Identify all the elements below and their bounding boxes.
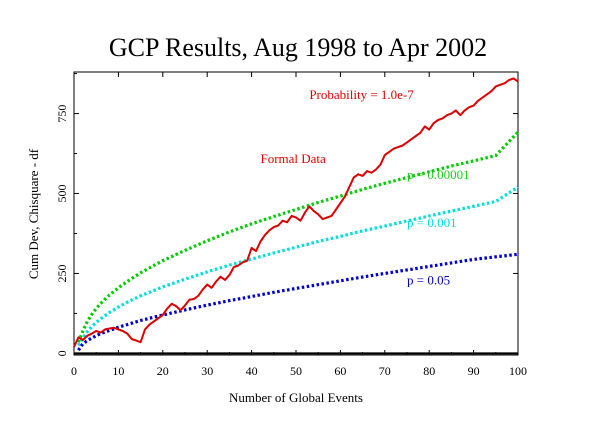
annotation-2: p = 0.00001 bbox=[407, 167, 470, 182]
x-axis-label: Number of Global Events bbox=[229, 390, 363, 405]
x-tick-label-1: 10 bbox=[112, 364, 124, 378]
series-3-line bbox=[73, 77, 519, 348]
x-tick-label-8: 80 bbox=[423, 364, 435, 378]
y-tick-label-1: 250 bbox=[55, 264, 69, 282]
x-tick-label-9: 90 bbox=[468, 364, 480, 378]
series-2-line bbox=[77, 252, 519, 352]
x-tick-label-10: 100 bbox=[509, 364, 527, 378]
y-tick-label-3: 750 bbox=[55, 105, 69, 123]
x-tick-label-3: 30 bbox=[201, 364, 213, 378]
y-axis-label: Cum Dev, Chisquare - df bbox=[26, 148, 41, 279]
annotation-3: p = 0.001 bbox=[407, 215, 457, 230]
plot-layer: 0 10 20 30 40 50 60 70 80 90 100 0 250 500 750 Probabil… bbox=[55, 72, 527, 378]
x-tick-label-5: 50 bbox=[290, 364, 302, 378]
chart-title: GCP Results, Aug 1998 to Apr 2002 bbox=[109, 33, 487, 62]
x-tick-label-4: 40 bbox=[246, 364, 258, 378]
annotation-4: p = 0.05 bbox=[407, 273, 450, 288]
x-tick-label-7: 70 bbox=[379, 364, 391, 378]
x-tick-label-6: 60 bbox=[334, 364, 346, 378]
x-tick-label-2: 20 bbox=[157, 364, 169, 378]
annotation-0: Probability = 1.0e-7 bbox=[309, 87, 414, 102]
y-tick-label-0: 0 bbox=[55, 350, 69, 356]
annotation-1: Formal Data bbox=[260, 151, 326, 166]
y-tick-label-2: 500 bbox=[55, 185, 69, 203]
x-tick-label-0: 0 bbox=[71, 364, 77, 378]
